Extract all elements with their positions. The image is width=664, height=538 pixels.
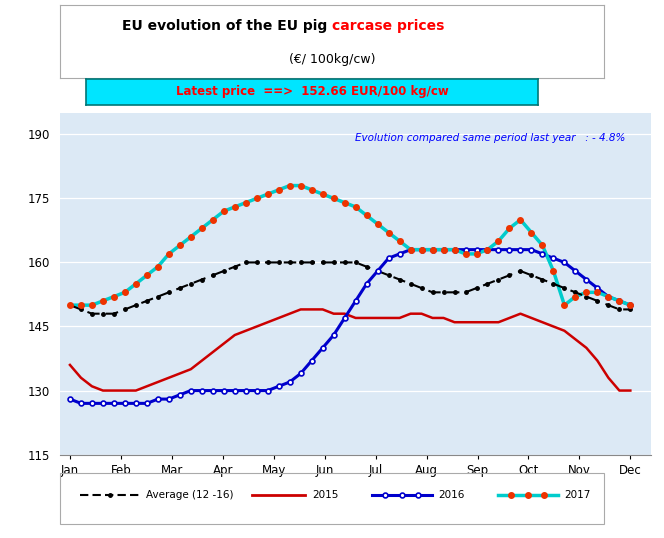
Text: (€/ 100kg/cw): (€/ 100kg/cw) [289, 53, 375, 66]
Text: 2017: 2017 [564, 490, 591, 500]
Text: carcase prices: carcase prices [332, 19, 444, 33]
Text: Latest price  ==>  152.66 EUR/100 kg/cw: Latest price ==> 152.66 EUR/100 kg/cw [176, 86, 448, 98]
Text: EU evolution of the EU pig: EU evolution of the EU pig [122, 19, 332, 33]
Text: Evolution compared same period last year   : - 4.8%: Evolution compared same period last year… [355, 133, 625, 144]
Text: 2015: 2015 [312, 490, 339, 500]
Text: Average (12 -16): Average (12 -16) [146, 490, 234, 500]
Text: 2016: 2016 [438, 490, 465, 500]
